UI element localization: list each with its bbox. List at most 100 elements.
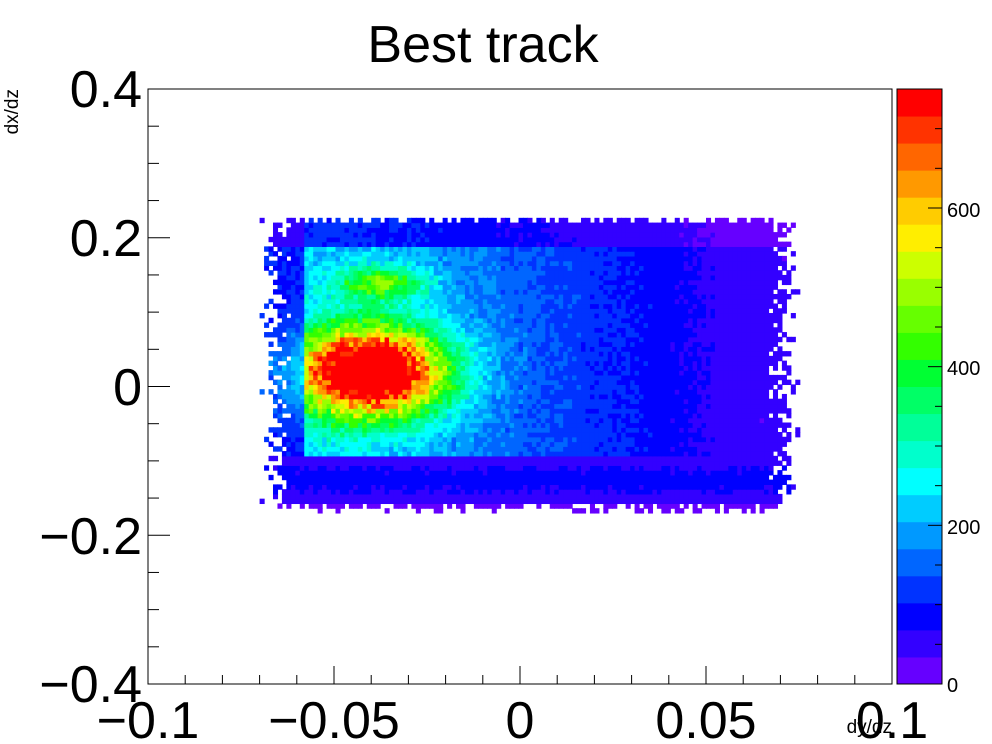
heatmap-cell (420, 484, 426, 490)
heatmap-cell (661, 398, 667, 405)
heatmap-cell (688, 346, 694, 352)
heatmap-cell (393, 432, 399, 438)
heatmap-cell (482, 493, 488, 500)
heatmap-cell (737, 465, 743, 471)
heatmap-cell (335, 393, 341, 400)
heatmap-cell (612, 503, 618, 509)
heatmap-cell (755, 313, 761, 319)
heatmap-cell (768, 455, 774, 462)
heatmap-cell (603, 470, 609, 476)
heatmap-cell (469, 489, 475, 495)
heatmap-cell (755, 317, 761, 324)
heatmap-cell (594, 341, 600, 347)
heatmap-cell (764, 365, 770, 371)
heatmap-cell (647, 474, 654, 481)
heatmap-cell (366, 298, 372, 305)
heatmap-cell (478, 503, 484, 509)
heatmap-cell (335, 336, 341, 343)
heatmap-cell (478, 479, 484, 485)
heatmap-cell (594, 417, 600, 424)
heatmap-cell (581, 493, 587, 500)
heatmap-cell (652, 327, 658, 333)
heatmap-cell (759, 484, 765, 490)
heatmap-cell (643, 317, 649, 324)
heatmap-cell (313, 412, 319, 419)
heatmap-cell (612, 365, 618, 371)
heatmap-cell (491, 398, 497, 405)
heatmap-cell (482, 451, 488, 457)
heatmap-cell (487, 322, 493, 328)
heatmap-cell (362, 379, 368, 386)
heatmap-cell (710, 465, 716, 471)
heatmap-cell (313, 474, 319, 481)
heatmap-cell (317, 308, 323, 314)
heatmap-cell (464, 360, 470, 366)
heatmap-cell (634, 322, 640, 328)
heatmap-cell (514, 313, 520, 319)
heatmap-cell (366, 455, 372, 462)
heatmap-cell (737, 351, 743, 357)
heatmap-cell (732, 341, 738, 347)
heatmap-cell (697, 336, 703, 343)
heatmap-cell (589, 465, 595, 471)
heatmap-cell (478, 327, 484, 333)
heatmap-cell (286, 474, 292, 481)
heatmap-cell (527, 384, 533, 390)
heatmap-cell (746, 498, 752, 505)
heatmap-cell (371, 322, 377, 328)
heatmap-cell (451, 489, 457, 495)
heatmap-cell (563, 408, 569, 414)
heatmap-cell (701, 489, 707, 495)
heatmap-cell (456, 393, 462, 400)
heatmap-cell (286, 489, 292, 495)
heatmap-cell (603, 360, 609, 366)
heatmap-cell (339, 503, 346, 509)
heatmap-cell (549, 465, 555, 471)
heatmap-cell (505, 393, 511, 400)
heatmap-cell (308, 346, 314, 352)
heatmap-cell (469, 365, 475, 371)
heatmap-cell (522, 412, 529, 419)
heatmap-cell (714, 403, 720, 409)
heatmap-cell (451, 465, 457, 471)
heatmap-cell (728, 308, 734, 314)
heatmap-cell (768, 341, 774, 347)
heatmap-cell (728, 355, 734, 362)
heatmap-cell (554, 370, 560, 376)
heatmap-cell (759, 341, 765, 347)
heatmap-cell (692, 465, 698, 471)
heatmap-cell (755, 355, 761, 362)
heatmap-cell (397, 479, 404, 485)
heatmap-cell (536, 451, 542, 457)
heatmap-cell (313, 427, 319, 433)
heatmap-cell (460, 403, 466, 409)
heatmap-cell (469, 465, 475, 471)
heatmap-cell (630, 474, 636, 481)
heatmap-cell (607, 493, 613, 500)
heatmap-cell (393, 336, 399, 343)
heatmap-cell (545, 313, 551, 319)
heatmap-cell (371, 474, 377, 481)
heatmap-cell (594, 470, 600, 476)
heatmap-cell (491, 508, 497, 514)
heatmap-cell (670, 360, 676, 366)
heatmap-cell (371, 303, 377, 309)
heatmap-cell (442, 393, 448, 400)
heatmap-cell (607, 427, 613, 433)
heatmap-cell (438, 322, 444, 328)
heatmap-cell (759, 313, 765, 319)
heatmap-cell (723, 465, 729, 471)
heatmap-cell (406, 408, 412, 414)
heatmap-cell (313, 479, 319, 485)
heatmap-cell (558, 322, 564, 328)
heatmap-cell (581, 303, 587, 309)
heatmap-cell (433, 370, 439, 376)
heatmap-cell (473, 479, 479, 485)
heatmap-cell (353, 365, 359, 371)
heatmap-cell (447, 465, 453, 471)
heatmap-cell (585, 427, 591, 433)
heatmap-cell (375, 474, 381, 481)
heatmap-cell (406, 460, 412, 466)
heatmap-cell (732, 484, 738, 490)
heatmap-cell (692, 355, 698, 362)
